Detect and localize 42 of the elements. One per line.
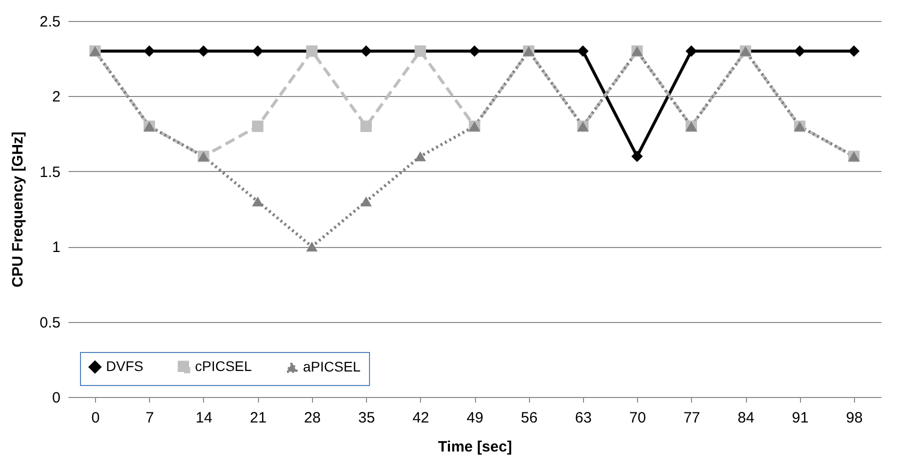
- legend-label: cPICSEL: [195, 358, 252, 374]
- y-tick-label: 2.5: [40, 14, 60, 30]
- point: [360, 120, 372, 132]
- point: [198, 45, 210, 57]
- x-tick-label: 0: [91, 410, 100, 426]
- x-axis-title: Time [sec]: [438, 438, 512, 456]
- y-tick-label: 1.5: [40, 164, 60, 181]
- x-tick-label: 56: [520, 410, 538, 426]
- y-tick-label: 1: [52, 239, 60, 256]
- x-tick-label: 49: [466, 410, 484, 426]
- point: [252, 45, 264, 57]
- point: [252, 196, 264, 206]
- x-tick-label: 91: [792, 410, 809, 426]
- point: [577, 45, 589, 57]
- point: [144, 45, 155, 57]
- point: [631, 150, 643, 162]
- x-tick-label: 28: [304, 410, 321, 426]
- legend-label: DVFS: [106, 358, 144, 374]
- x-tick-label: 14: [196, 410, 212, 426]
- x-tick-label: 77: [683, 410, 700, 426]
- y-tick-label: 2: [52, 88, 60, 106]
- point: [414, 151, 426, 162]
- point: [360, 45, 372, 57]
- y-tick-label: 0.5: [40, 314, 60, 332]
- point: [306, 242, 318, 252]
- x-tick-label: 35: [358, 410, 375, 426]
- x-tick-label: 84: [738, 410, 754, 426]
- x-tick-label: 70: [629, 410, 646, 426]
- y-axis-title: CPU Frequency [GHz]: [10, 132, 27, 288]
- point: [468, 45, 480, 57]
- point: [848, 45, 860, 57]
- x-tick-label: 98: [846, 410, 863, 426]
- point: [686, 45, 697, 57]
- x-tick-label: 7: [146, 410, 154, 426]
- legend-label: aPICSEL: [303, 358, 361, 374]
- y-tick-label: 0: [52, 390, 60, 406]
- x-tick-label: 42: [412, 410, 430, 426]
- point: [252, 120, 264, 132]
- x-tick-label: 21: [250, 410, 267, 426]
- point: [794, 45, 806, 57]
- point: [360, 196, 372, 206]
- x-tick-label: 63: [575, 410, 592, 426]
